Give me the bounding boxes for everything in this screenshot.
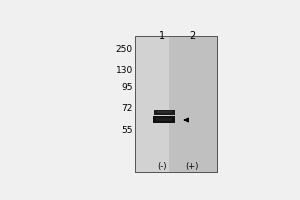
Bar xyxy=(157,111,172,113)
Text: 72: 72 xyxy=(122,104,133,113)
Text: 95: 95 xyxy=(121,83,133,92)
Text: 130: 130 xyxy=(116,66,133,75)
Text: 2: 2 xyxy=(189,31,195,41)
Text: (-): (-) xyxy=(157,162,167,171)
Bar xyxy=(135,36,169,172)
Text: 1: 1 xyxy=(159,31,165,41)
Bar xyxy=(135,36,217,172)
Text: (+): (+) xyxy=(185,162,199,171)
Bar xyxy=(169,36,217,172)
Text: 250: 250 xyxy=(116,45,133,54)
Text: 55: 55 xyxy=(121,126,133,135)
Bar xyxy=(154,110,175,115)
Bar xyxy=(153,116,175,123)
Bar xyxy=(157,118,172,121)
Bar xyxy=(135,36,217,172)
